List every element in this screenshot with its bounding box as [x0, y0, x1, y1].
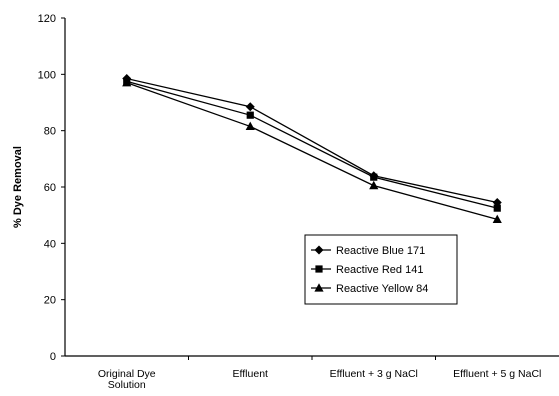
legend-marker	[314, 245, 324, 255]
series-layer	[122, 74, 502, 223]
legend: Reactive Blue 171 Reactive Red 141 Reactiv…	[304, 234, 458, 305]
data-point	[493, 204, 501, 212]
legend-label: Reactive Red 141	[336, 264, 423, 276]
y-tick-label: 100	[38, 69, 56, 81]
y-ticks: 0 20 40 60 80 100 120	[38, 13, 65, 363]
y-tick-label: 80	[44, 126, 56, 138]
x-tick-label: Effluent	[233, 368, 268, 380]
data-point	[245, 102, 255, 112]
legend-marker	[315, 265, 323, 273]
y-tick-label: 60	[44, 182, 56, 194]
data-point	[246, 111, 254, 119]
data-point	[370, 173, 378, 181]
y-tick-label: 20	[44, 295, 56, 307]
x-ticks: Original Dye Solution Effluent Effluent + 3…	[98, 356, 541, 391]
series-line	[126, 77, 498, 204]
x-tick-label: Effluent + 5 g NaCl	[453, 368, 541, 380]
data-point	[245, 121, 255, 131]
y-tick-label: 120	[38, 13, 56, 25]
legend-label: Reactive Yellow 84	[336, 283, 428, 295]
series-group	[122, 77, 502, 223]
data-point	[492, 214, 502, 223]
x-tick-label: Original Dye Solution	[98, 368, 156, 391]
legend-marker	[314, 283, 324, 292]
legend-label: Reactive Blue 171	[336, 245, 425, 257]
y-tick-label: 40	[44, 238, 56, 250]
data-point	[369, 180, 379, 190]
series-line	[126, 82, 498, 221]
x-tick-label: Effluent + 3 g NaCl	[330, 368, 418, 380]
series-line	[126, 80, 498, 209]
data-point	[122, 77, 132, 87]
series-group	[122, 74, 502, 207]
y-tick-label: 0	[50, 351, 56, 363]
y-axis-label: % Dye Removal	[12, 146, 24, 228]
